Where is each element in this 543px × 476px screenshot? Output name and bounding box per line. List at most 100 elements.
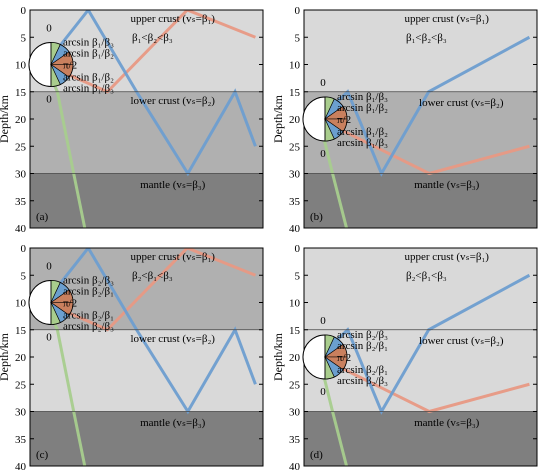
angle-label-6: 0 (320, 148, 326, 160)
layer-label-1: lower crust (vₛ=β₂) (130, 333, 215, 345)
ytick-label: 0 (295, 243, 301, 255)
angle-label-1: arcsin β₁/β₃ (337, 91, 388, 103)
y-axis-label: Depth/km (271, 332, 285, 381)
panel-b: 0 5 10 15 20 25 30 35 40 Depth/km upper crust (vₛ=… (271, 5, 538, 235)
ytick-label: 5 (21, 32, 27, 44)
angle-label-0: 0 (46, 23, 52, 35)
angle-label-6: 0 (320, 386, 326, 398)
layer-label-0: upper crust (vₛ=β₁) (130, 13, 215, 25)
ytick-label: 0 (21, 243, 27, 255)
ytick-label: 15 (289, 325, 301, 337)
layer-label-2: mantle (vₛ=β₃) (414, 417, 480, 429)
ytick-label: 5 (295, 32, 301, 44)
ytick-label: 5 (295, 270, 301, 282)
y-axis-label: Depth/km (0, 94, 11, 143)
ytick-label: 20 (289, 114, 301, 126)
ytick-label: 25 (15, 141, 27, 153)
panel-label: (a) (36, 211, 49, 223)
layer-label-1: lower crust (vₛ=β₂) (130, 95, 215, 107)
ytick-label: 40 (289, 223, 301, 235)
layer-label-0: upper crust (vₛ=β₁) (404, 13, 489, 25)
ytick-label: 5 (21, 270, 27, 282)
ytick-label: 0 (295, 5, 301, 17)
layer-2 (30, 411, 263, 466)
ytick-label: 20 (15, 114, 27, 126)
ytick-label: 35 (289, 196, 301, 208)
y-axis-label: Depth/km (0, 332, 11, 381)
angle-label-3: π/2 (337, 114, 351, 126)
angle-label-6: 0 (46, 94, 52, 106)
ytick-label: 40 (289, 461, 301, 473)
angle-label-4: arcsin β₂/β₁ (63, 310, 114, 322)
y-axis-label: Depth/km (271, 94, 285, 143)
ytick-label: 15 (15, 87, 27, 99)
panel-label: (b) (310, 211, 323, 223)
angle-label-2: arcsin β₂/β₁ (63, 286, 114, 298)
angle-label-1: arcsin β₂/β₃ (63, 275, 114, 287)
red-ray (44, 248, 256, 332)
ytick-label: 25 (289, 141, 301, 153)
layer-label-2: mantle (vₛ=β₃) (140, 417, 206, 429)
layer-label-0: upper crust (vₛ=β₁) (130, 251, 215, 263)
panel-c: 0 5 10 15 20 25 30 35 40 Depth/km upper crust (vₛ=… (0, 243, 264, 473)
angle-label-5: arcsin β₁/β₃ (337, 137, 388, 149)
ytick-label: 35 (15, 196, 27, 208)
angle-label-2: arcsin β₁/β₂ (337, 102, 388, 114)
angle-label-6: 0 (46, 332, 52, 344)
ytick-label: 15 (289, 87, 301, 99)
ytick-label: 40 (15, 223, 27, 235)
ytick-label: 30 (15, 407, 27, 419)
layer-label-1: lower crust (vₛ=β₂) (419, 335, 504, 347)
ytick-label: 35 (15, 434, 27, 446)
velocity-relation: β₂<β₁<β₃ (406, 270, 447, 282)
ytick-label: 35 (289, 434, 301, 446)
angle-label-3: π/2 (63, 60, 77, 72)
angle-label-0: 0 (46, 261, 52, 273)
angle-label-4: arcsin β₁/β₂ (63, 72, 114, 84)
layer-0 (304, 10, 537, 92)
ytick-label: 10 (15, 60, 27, 72)
angle-label-1: arcsin β₂/β₃ (337, 329, 388, 341)
layer-2 (30, 173, 263, 228)
layer-label-2: mantle (vₛ=β₃) (140, 179, 206, 191)
layer-label-2: mantle (vₛ=β₃) (414, 179, 480, 191)
velocity-relation: β₂<β₁<β₃ (132, 270, 173, 282)
angle-label-5: arcsin β₂/β₃ (337, 375, 388, 387)
panel-label: (d) (310, 449, 323, 461)
angle-label-0: 0 (320, 77, 326, 89)
angle-label-4: arcsin β₁/β₂ (337, 126, 388, 138)
ytick-label: 30 (15, 169, 27, 181)
angle-label-3: π/2 (63, 298, 77, 310)
velocity-relation: β₁<β₂<β₃ (132, 32, 173, 44)
ytick-label: 10 (289, 298, 301, 310)
angle-label-3: π/2 (337, 352, 351, 364)
velocity-relation: β₁<β₂<β₃ (406, 32, 447, 44)
red-ray (44, 10, 256, 94)
ytick-label: 10 (15, 298, 27, 310)
blue-ray (43, 248, 257, 415)
angle-label-0: 0 (320, 315, 326, 327)
ytick-label: 0 (21, 5, 27, 17)
panel-a: 0 5 10 15 20 25 30 35 40 Depth/km upper crust (vₛ=… (0, 5, 264, 235)
ytick-label: 30 (289, 407, 301, 419)
panel-d: 0 5 10 15 20 25 30 35 40 Depth/km upper crust (vₛ=… (271, 243, 538, 473)
ytick-label: 25 (289, 379, 301, 391)
angle-label-1: arcsin β₁/β₃ (63, 37, 114, 49)
blue-ray (43, 10, 257, 177)
layer-0 (304, 248, 537, 330)
ytick-label: 30 (289, 169, 301, 181)
angle-label-5: arcsin β₁/β₃ (63, 83, 114, 95)
angle-label-2: arcsin β₂/β₁ (337, 340, 388, 352)
angle-label-2: arcsin β₁/β₂ (63, 48, 114, 60)
angle-label-4: arcsin β₂/β₁ (337, 364, 388, 376)
layer-label-0: upper crust (vₛ=β₁) (404, 251, 489, 263)
ytick-label: 40 (15, 461, 27, 473)
ytick-label: 15 (15, 325, 27, 337)
ytick-label: 20 (15, 352, 27, 364)
ytick-label: 10 (289, 60, 301, 72)
panel-label: (c) (36, 449, 49, 461)
angle-label-5: arcsin β₂/β₃ (63, 321, 114, 333)
ytick-label: 20 (289, 352, 301, 364)
ytick-label: 25 (15, 379, 27, 391)
